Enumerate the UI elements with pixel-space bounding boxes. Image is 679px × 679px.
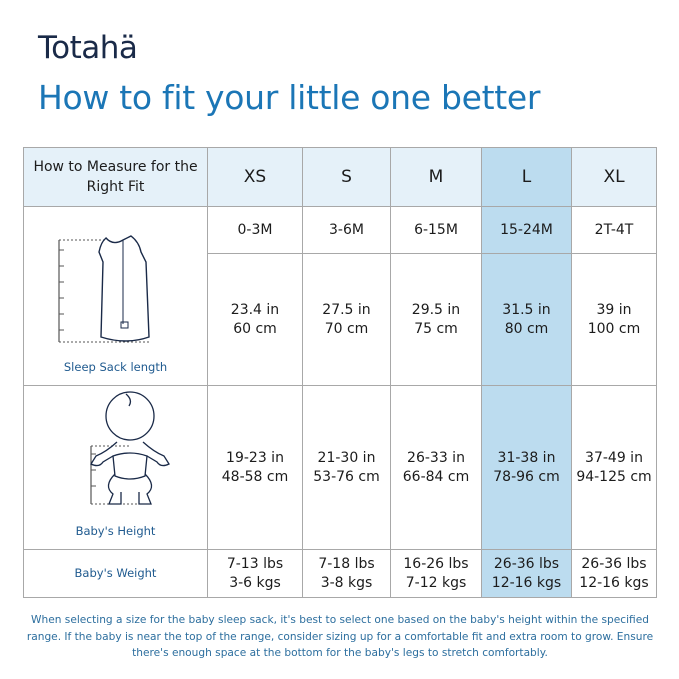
baby-icon: [89, 391, 170, 505]
age-row: Sleep Sack length 0-3M 3-6M 6-15M 15-24M…: [23, 206, 657, 386]
weight-xs: 7-13 lbs 3-6 kgs: [207, 549, 303, 598]
value-lbs: 26-36 lbs: [581, 555, 647, 572]
height-row: Baby's Height 19-23 in 48-58 cm 21-30 in 5…: [23, 385, 657, 550]
size-xl: XL: [571, 147, 657, 207]
height-l: 31-38 in 78-96 cm: [481, 385, 572, 550]
size-s: S: [302, 147, 391, 207]
length-xl: 39 in 100 cm: [571, 253, 657, 386]
value-kgs: 7-12 kgs: [405, 574, 467, 591]
weight-s: 7-18 lbs 3-8 kgs: [302, 549, 391, 598]
value-cm: 78-96 cm: [493, 468, 560, 485]
value-lbs: 26-36 lbs: [493, 555, 560, 572]
height-m: 26-33 in 66-84 cm: [390, 385, 482, 550]
length-m: 29.5 in 75 cm: [390, 253, 482, 386]
baby-height-cell: Baby's Height: [23, 385, 208, 550]
value-kgs: 12-16 kgs: [579, 574, 649, 591]
length-l: 31.5 in 80 cm: [481, 253, 572, 386]
weight-m: 16-26 lbs 7-12 kgs: [390, 549, 482, 598]
value-in: 31-38 in: [497, 449, 556, 466]
length-s: 27.5 in 70 cm: [302, 253, 391, 386]
header-row: How to Measure for the Right Fit XS S M …: [23, 147, 657, 207]
sizing-note: When selecting a size for the baby sleep…: [26, 614, 654, 659]
brand-logo: Totahä: [38, 30, 138, 66]
sleep-sack-icon: [58, 235, 151, 343]
age-l: 15-24M: [481, 206, 572, 254]
value-cm: 75 cm: [414, 320, 458, 337]
height-xl: 37-49 in 94-125 cm: [571, 385, 657, 550]
page-title: How to fit your little one better: [38, 78, 541, 117]
value-kgs: 3-8 kgs: [320, 574, 373, 591]
height-s: 21-30 in 53-76 cm: [302, 385, 391, 550]
value-cm: 94-125 cm: [576, 468, 652, 485]
age-xl: 2T-4T: [571, 206, 657, 254]
length-row: 23.4 in 60 cm 27.5 in 70 cm 29.5 in 75 cm 3…: [24, 253, 657, 386]
value-in: 19-23 in: [226, 449, 284, 466]
value-in: 29.5 in: [411, 301, 461, 318]
measure-header: How to Measure for the Right Fit: [23, 147, 208, 207]
value-lbs: 7-18 lbs: [318, 555, 375, 572]
value-in: 21-30 in: [317, 449, 376, 466]
size-xs: XS: [207, 147, 303, 207]
weight-row: Baby's Weight 7-13 lbs 3-6 kgs 7-18 lbs 3-…: [23, 549, 657, 598]
value-cm: 80 cm: [504, 320, 549, 337]
value-in: 26-33 in: [407, 449, 465, 466]
value-lbs: 16-26 lbs: [403, 555, 469, 572]
value-cm: 53-76 cm: [313, 468, 380, 485]
value-cm: 66-84 cm: [402, 468, 470, 485]
value-cm: 100 cm: [587, 320, 641, 337]
value-in: 27.5 in: [322, 301, 371, 318]
value-cm: 48-58 cm: [221, 468, 289, 485]
value-lbs: 7-13 lbs: [226, 555, 284, 572]
size-chart: How to Measure for the Right Fit XS S M …: [23, 147, 657, 598]
value-kgs: 3-6 kgs: [229, 574, 281, 591]
sleep-sack-length-label: Sleep Sack length: [63, 360, 168, 374]
size-l: L: [481, 147, 572, 207]
baby-height-label: Baby's Height: [75, 524, 156, 538]
value-cm: 70 cm: [324, 320, 369, 337]
baby-weight-label: Baby's Weight: [23, 549, 208, 598]
height-xs: 19-23 in 48-58 cm: [207, 385, 303, 550]
weight-xl: 26-36 lbs 12-16 kgs: [571, 549, 657, 598]
size-m: M: [390, 147, 482, 207]
age-m: 6-15M: [390, 206, 482, 254]
value-in: 37-49 in: [585, 449, 643, 466]
value-in: 39 in: [596, 301, 632, 318]
weight-l: 26-36 lbs 12-16 kgs: [481, 549, 572, 598]
age-s: 3-6M: [302, 206, 391, 254]
value-cm: 60 cm: [233, 320, 277, 337]
age-xs: 0-3M: [207, 206, 303, 254]
value-in: 31.5 in: [502, 301, 551, 318]
value-in: 23.4 in: [230, 301, 280, 318]
value-kgs: 12-16 kgs: [491, 574, 562, 591]
length-xs: 23.4 in 60 cm: [207, 253, 303, 386]
sleep-sack-cell: Sleep Sack length: [23, 206, 208, 386]
